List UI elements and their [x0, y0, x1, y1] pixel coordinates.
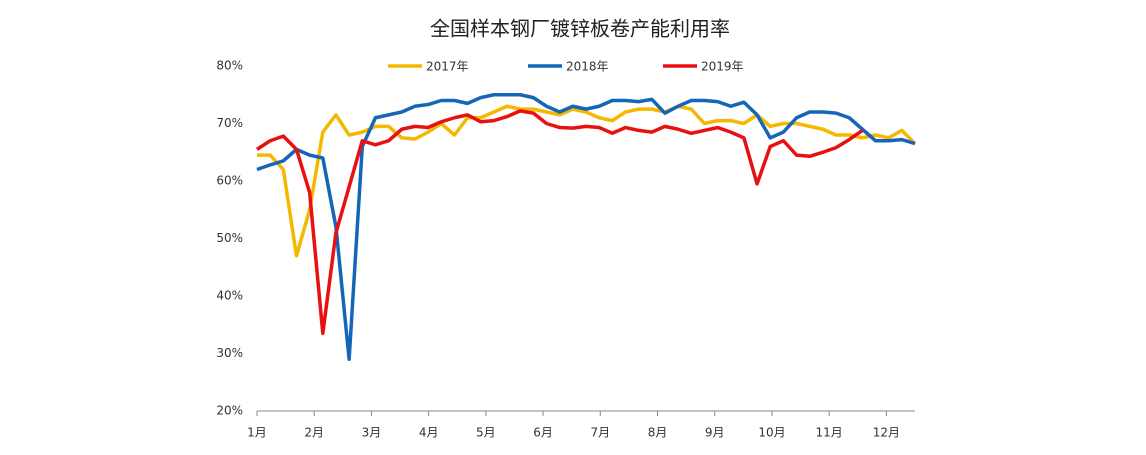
y-tick-label: 80% — [216, 59, 243, 73]
series-line — [256, 109, 864, 336]
x-tick-label: 3月 — [362, 426, 382, 440]
series-line — [256, 93, 916, 361]
x-tick-label: 1月 — [247, 426, 267, 440]
legend-label: 2018年 — [566, 60, 609, 74]
series-line — [257, 104, 917, 258]
y-tick-label: 50% — [216, 231, 243, 245]
x-tick-label: 10月 — [758, 426, 785, 440]
y-tick-label: 20% — [216, 404, 243, 418]
y-tick-label: 70% — [216, 116, 243, 130]
y-tick-label: 60% — [216, 174, 243, 188]
x-tick-label: 8月 — [648, 426, 668, 440]
x-tick-label: 2月 — [304, 426, 324, 440]
legend-label: 2017年 — [426, 60, 469, 74]
y-tick-label: 30% — [216, 346, 243, 360]
x-tick-label: 7月 — [590, 426, 610, 440]
x-tick-label: 5月 — [476, 426, 496, 440]
x-tick-label: 11月 — [816, 426, 843, 440]
x-tick-label: 4月 — [419, 426, 439, 440]
x-tick-label: 9月 — [705, 426, 725, 440]
y-tick-label: 40% — [216, 289, 243, 303]
x-tick-label: 12月 — [873, 426, 900, 440]
x-tick-label: 6月 — [533, 426, 553, 440]
legend-label: 2019年 — [701, 60, 744, 74]
chart-title: 全国样本钢厂镀锌板卷产能利用率 — [430, 17, 730, 41]
